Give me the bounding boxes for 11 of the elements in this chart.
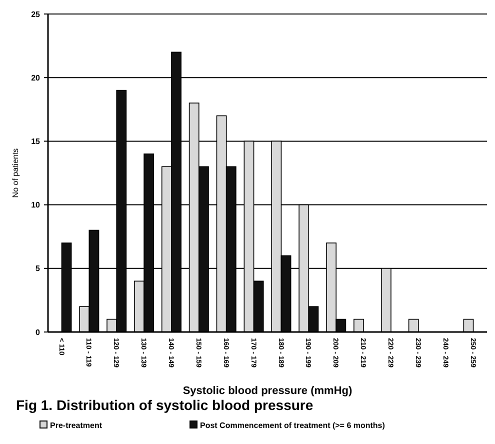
x-axis-title: Systolic blood pressure (mmHg) — [182, 385, 352, 397]
y-tick-label: 15 — [31, 137, 41, 146]
y-tick-label: 5 — [36, 264, 41, 274]
y-tick-label: 20 — [31, 73, 41, 82]
text: Fig 1. Distribution of systolic blood pressure — [16, 397, 314, 413]
legend-label: Pre-treatment — [50, 421, 102, 430]
y-tick-label: 0 — [36, 328, 41, 337]
y-tick-label: 25 — [31, 10, 41, 19]
legend-label: Post Commencement of treatment (>= 6 months) — [200, 421, 386, 430]
y-tick-label: 10 — [31, 200, 41, 210]
y-axis-title: No of patients — [11, 148, 20, 198]
